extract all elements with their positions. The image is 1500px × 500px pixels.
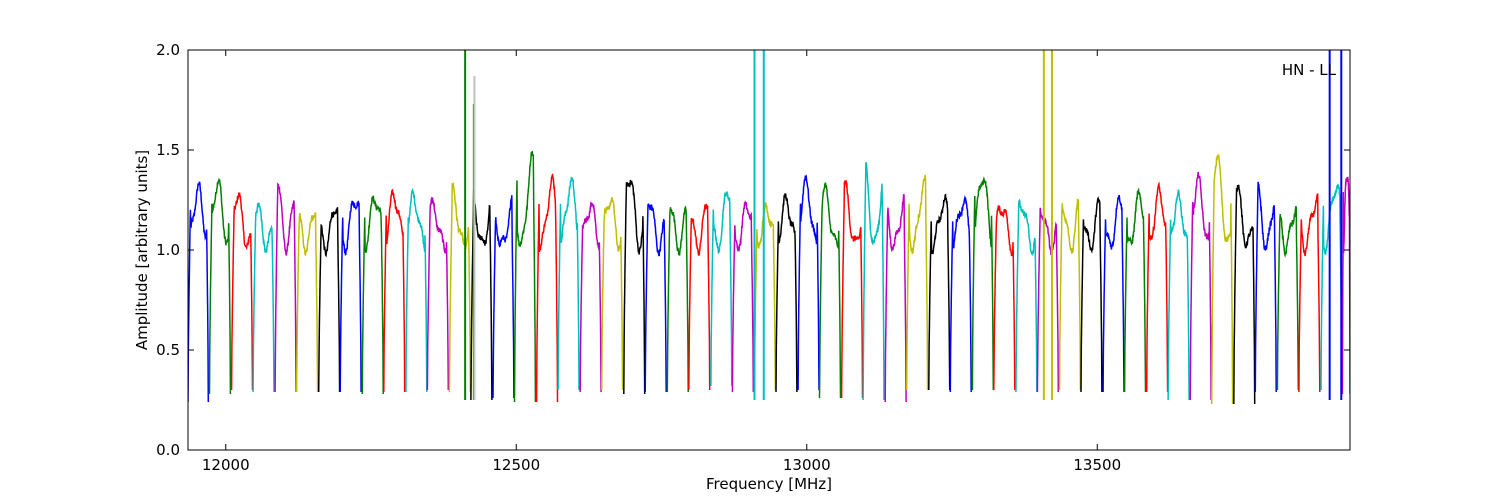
x-tick-label: 13000 <box>783 456 831 474</box>
series-line <box>230 192 254 391</box>
series-line <box>688 203 711 391</box>
series-line <box>666 205 689 393</box>
series-line <box>1320 183 1343 391</box>
x-tick-label: 12000 <box>202 456 250 474</box>
series-line <box>971 176 995 391</box>
x-axis-label: Frequency [MHz] <box>706 475 832 493</box>
series-line <box>731 200 755 393</box>
series-line <box>775 193 798 393</box>
series-line <box>1233 184 1256 405</box>
series-line <box>623 179 646 395</box>
y-tick-label: 1.0 <box>156 241 180 259</box>
series-line <box>753 202 777 391</box>
series-line <box>1145 181 1169 393</box>
y-tick-label: 0.5 <box>156 341 180 359</box>
series-line <box>993 205 1016 391</box>
series-line <box>1123 187 1147 393</box>
series-line <box>339 200 362 393</box>
series-line <box>1167 189 1190 401</box>
series-line <box>862 162 885 401</box>
series-line <box>405 187 428 393</box>
series-line <box>208 177 232 395</box>
series-line <box>513 150 537 403</box>
plot-area <box>188 50 1350 405</box>
series-line <box>1015 198 1038 393</box>
series-line <box>949 195 972 393</box>
series-line <box>1102 194 1125 393</box>
x-tick-label: 12500 <box>492 456 540 474</box>
series-line <box>818 182 842 399</box>
y-axis-label: Amplitude [arbitrary units] <box>133 150 151 350</box>
series-line <box>535 173 559 403</box>
series-line <box>600 197 624 391</box>
series-line <box>579 201 602 393</box>
series-line <box>448 181 472 393</box>
y-tick-label: 2.0 <box>156 41 180 59</box>
series-line <box>884 194 907 403</box>
y-tick-label: 1.5 <box>156 141 180 159</box>
series-line <box>188 181 210 403</box>
series-line <box>295 212 319 393</box>
series-line <box>252 202 275 393</box>
series-line <box>426 196 450 391</box>
series-line <box>797 174 820 391</box>
series-line <box>361 195 384 395</box>
series-layer <box>188 150 1350 405</box>
chart-annotation: HN - LL <box>1282 61 1337 79</box>
series-line <box>1341 176 1350 395</box>
series-line <box>274 182 297 393</box>
series-line <box>557 176 580 391</box>
series-line <box>1036 207 1060 393</box>
series-line <box>928 193 951 391</box>
series-line <box>905 174 929 391</box>
series-line <box>1254 181 1277 393</box>
series-line <box>644 203 667 393</box>
series-line <box>317 207 341 393</box>
series-line <box>1080 196 1103 393</box>
y-axis-ticks: 0.0 0.5 1.0 1.5 2.0 <box>156 41 1350 459</box>
series-line <box>1210 154 1234 405</box>
x-tick-label: 13500 <box>1073 456 1121 474</box>
series-line <box>492 195 515 399</box>
spike-layer <box>464 50 1343 400</box>
y-tick-label: 0.0 <box>156 441 180 459</box>
series-line <box>710 191 733 387</box>
series-line <box>1298 193 1321 393</box>
series-line <box>1189 171 1212 401</box>
series-line <box>1276 206 1300 391</box>
series-line <box>840 180 864 399</box>
series-line <box>1058 198 1082 391</box>
x-axis-ticks: 12000 12500 13000 13500 <box>202 50 1121 474</box>
series-line <box>383 188 406 393</box>
